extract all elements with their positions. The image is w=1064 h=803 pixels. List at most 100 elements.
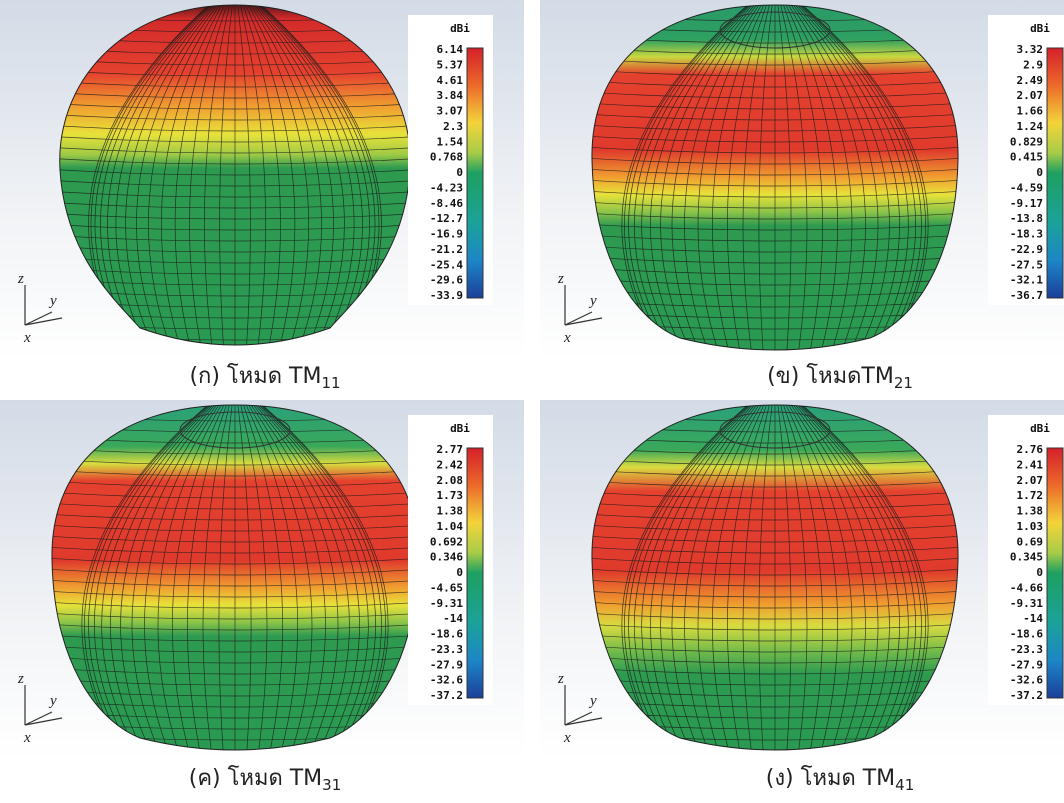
mesh-line — [257, 5, 363, 345]
mesh-line — [742, 5, 770, 350]
panel: dBi 2.76 2.41 2.07 1.72 1.38 1.03 0.69 0.345 0 -4.… — [540, 400, 1064, 794]
mesh-line — [240, 5, 266, 345]
mesh-line — [253, 405, 339, 750]
colorbar-label: -27.5 — [1010, 258, 1043, 271]
mesh-line — [248, 405, 313, 750]
mesh-line — [624, 5, 749, 350]
colorbar-label: 2.77 — [437, 443, 464, 456]
colorbar-label: -9.31 — [430, 597, 463, 610]
axis-label: x — [23, 330, 31, 346]
colorbar-label: -27.9 — [1010, 658, 1043, 671]
mesh-line — [785, 405, 838, 750]
caption-text: (ก) โหมด TM — [189, 363, 321, 389]
mesh-line — [783, 5, 823, 350]
colorbar-label: 0.768 — [430, 151, 463, 164]
axis-label: x — [563, 330, 571, 346]
axis-label: z — [557, 271, 564, 287]
colorbar-label: 1.38 — [437, 505, 464, 518]
colorbar-label: 5.37 — [437, 58, 464, 71]
mesh-line — [131, 405, 217, 750]
mesh-line — [641, 5, 752, 350]
mesh-line — [780, 5, 808, 350]
colorbar-label: 1.72 — [1017, 489, 1044, 502]
colorbar-label: -36.7 — [1010, 289, 1043, 302]
mesh-line — [660, 405, 755, 750]
mesh-line — [243, 405, 283, 750]
colorbar-label: -9.17 — [1010, 197, 1043, 210]
colorbar-label: -13.8 — [1010, 212, 1043, 225]
mesh-line — [634, 5, 751, 350]
caption: (ค) โหมด TM31 — [189, 765, 342, 794]
caption-subscript: 11 — [321, 374, 340, 392]
mesh-line — [800, 405, 922, 750]
mesh-line — [795, 5, 890, 350]
colorbar-label: 1.73 — [437, 489, 464, 502]
mesh-line — [174, 5, 225, 345]
mesh-line — [798, 5, 909, 350]
mesh-line — [189, 5, 228, 345]
mesh-line — [650, 5, 754, 350]
mesh-line — [172, 405, 225, 750]
mesh-line — [245, 405, 298, 750]
colorbar-label: 2.76 — [1017, 443, 1044, 456]
colorbar-label: -32.1 — [1010, 274, 1043, 287]
mesh-line — [204, 5, 230, 345]
axis-label: x — [23, 730, 31, 746]
colorbar-label: 0 — [456, 566, 463, 579]
mesh-line — [758, 405, 773, 750]
mesh-line — [144, 405, 220, 750]
axis-triad — [24, 685, 63, 726]
mesh-line — [110, 405, 214, 750]
colorbar-label: 4.61 — [437, 74, 464, 87]
colorbar-label: -12.7 — [430, 212, 463, 225]
mesh-line — [641, 405, 752, 750]
caption-text: (ง) โหมด TM — [766, 765, 895, 791]
caption: (ก) โหมด TM11 — [189, 363, 340, 392]
colorbar-label: -4.59 — [1010, 181, 1043, 194]
mesh-line — [684, 405, 760, 750]
axis-line — [564, 285, 603, 326]
mesh-line — [261, 405, 386, 750]
colorbar-label: 6.14 — [437, 43, 464, 56]
colorbar-label: -37.2 — [1010, 689, 1043, 702]
mesh-line — [798, 405, 909, 750]
colorbar-label: 0 — [1036, 566, 1043, 579]
mesh-line — [777, 5, 792, 350]
mesh-line — [796, 405, 900, 750]
mesh-line — [697, 405, 762, 750]
mesh-line — [245, 5, 296, 345]
mesh-line — [242, 5, 281, 345]
mesh-line — [148, 5, 220, 345]
mesh-line — [88, 405, 210, 750]
mesh-line — [202, 405, 230, 750]
colorbar-label: 0.345 — [1010, 551, 1043, 564]
caption-text: (ข) โหมดTM — [767, 363, 894, 389]
mesh-line — [788, 405, 853, 750]
colorbar-label: 0.829 — [1010, 135, 1043, 148]
colorbar-label: -18.3 — [1010, 228, 1043, 241]
colorbar-label: -14 — [443, 612, 463, 625]
colorbar-label: -22.9 — [1010, 243, 1043, 256]
mesh-line — [240, 405, 268, 750]
mesh-line — [712, 405, 765, 750]
mesh-line — [107, 5, 213, 345]
axis-label: z — [17, 271, 24, 287]
colorbar-unit: dBi — [450, 422, 470, 435]
colorbar-label: -9.31 — [1010, 597, 1043, 610]
colorbar-label: -4.65 — [430, 581, 463, 594]
mesh-line — [237, 5, 251, 345]
dimple — [179, 411, 291, 449]
colorbar-unit: dBi — [1030, 22, 1050, 35]
colorbar-label: 1.24 — [1017, 120, 1044, 133]
colorbar-label: -32.6 — [430, 674, 463, 687]
mesh-line — [758, 5, 773, 350]
axis-label: z — [557, 671, 564, 687]
axis-triad — [564, 285, 603, 326]
mesh-line — [697, 5, 762, 350]
mesh-line — [624, 405, 749, 750]
panel: dBi 3.32 2.9 2.49 2.07 1.66 1.24 0.829 0.415 0 -4.… — [540, 0, 1064, 392]
mesh-line — [250, 5, 322, 345]
colorbar-label: -18.6 — [430, 628, 463, 641]
colorbar-label: -29.6 — [430, 274, 463, 287]
caption-subscript: 21 — [894, 374, 913, 392]
